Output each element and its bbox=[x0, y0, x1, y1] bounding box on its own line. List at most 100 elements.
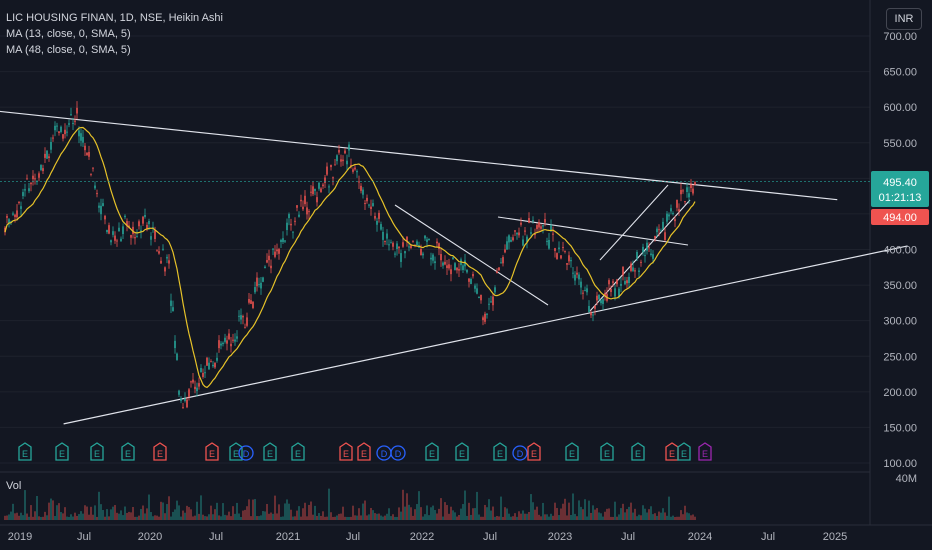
volume-bar bbox=[222, 503, 224, 520]
candle-body bbox=[290, 223, 292, 226]
volume-bar bbox=[488, 499, 490, 520]
candle-body bbox=[192, 379, 194, 383]
candle-body bbox=[162, 248, 164, 250]
candle-body bbox=[602, 299, 604, 304]
currency-button[interactable]: INR bbox=[886, 8, 922, 30]
candle-body bbox=[692, 188, 694, 194]
earnings-badge bbox=[600, 442, 614, 461]
volume-bar bbox=[642, 505, 644, 520]
volume-bar bbox=[198, 513, 200, 520]
price-tick-label: 700.00 bbox=[883, 31, 917, 43]
volume-bar bbox=[486, 507, 488, 520]
volume-bar bbox=[680, 510, 682, 520]
candle-body bbox=[56, 125, 58, 127]
volume-bar bbox=[252, 499, 254, 520]
ma-48-legend[interactable]: MA (48, close, 0, SMA, 5) bbox=[6, 44, 131, 56]
candle-body bbox=[140, 230, 142, 232]
dividend-marker: D bbox=[512, 445, 528, 461]
volume-bar bbox=[130, 512, 132, 520]
volume-bar bbox=[142, 505, 144, 520]
volume-bar bbox=[126, 512, 128, 520]
candle-body bbox=[132, 226, 134, 234]
candle-body bbox=[398, 246, 400, 249]
candle-body bbox=[194, 386, 196, 390]
candle-body bbox=[144, 214, 146, 217]
volume-bar bbox=[226, 515, 228, 520]
volume-bar bbox=[274, 495, 276, 520]
volume-bar bbox=[640, 515, 642, 520]
candle-body bbox=[478, 297, 480, 299]
candle-body bbox=[466, 269, 468, 273]
volume-bar bbox=[94, 505, 96, 520]
candle-body bbox=[396, 243, 398, 250]
candle-body bbox=[44, 153, 46, 158]
volume-bar bbox=[390, 516, 392, 520]
candle-body bbox=[320, 188, 322, 193]
earnings-marker: E bbox=[677, 442, 691, 461]
volume-bar bbox=[606, 508, 608, 520]
volume-bar bbox=[618, 514, 620, 520]
candle-body bbox=[220, 343, 222, 346]
chart-legend: LIC HOUSING FINAN, 1D, NSE, Heikin Ashi … bbox=[6, 10, 223, 58]
volume-bar bbox=[134, 516, 136, 520]
volume-bar bbox=[460, 508, 462, 520]
candle-body bbox=[66, 131, 68, 133]
candle-body bbox=[248, 299, 250, 303]
volume-bar bbox=[564, 498, 566, 520]
candle-body bbox=[610, 288, 612, 293]
candle-body bbox=[122, 226, 124, 235]
candle-body bbox=[514, 230, 516, 232]
dividend-letter: D bbox=[243, 449, 250, 459]
volume-bar bbox=[652, 514, 654, 520]
candle-body bbox=[150, 236, 152, 240]
volume-bar bbox=[154, 515, 156, 520]
volume-bar bbox=[566, 515, 568, 520]
volume-bar bbox=[138, 515, 140, 520]
volume-bar bbox=[70, 514, 72, 520]
price-axis[interactable]: 100.00 150.00 200.00 250.00 300.00 350.00 400.… bbox=[883, 31, 917, 470]
candle-body bbox=[468, 278, 470, 282]
grid bbox=[0, 0, 932, 526]
volume-bar bbox=[410, 507, 412, 520]
volume-bar bbox=[84, 505, 86, 520]
volume-bar bbox=[236, 502, 238, 520]
candle-body bbox=[352, 169, 354, 172]
candle-body bbox=[576, 272, 578, 275]
candle-body bbox=[286, 222, 288, 231]
candle-body bbox=[328, 186, 330, 188]
volume-legend[interactable]: Vol bbox=[6, 480, 22, 492]
volume-bar bbox=[374, 513, 376, 520]
volume-bar bbox=[376, 513, 378, 520]
price-tick-label: 650.00 bbox=[883, 67, 917, 79]
candle-body bbox=[448, 264, 450, 269]
candle-body bbox=[172, 307, 174, 312]
time-axis[interactable]: 2019 Jul 2020 Jul 2021 Jul 2022 Jul 2023 Jul 2024 J… bbox=[8, 531, 847, 543]
earnings-letter: E bbox=[233, 449, 239, 459]
price-tick-label: 300.00 bbox=[883, 316, 917, 328]
candle-body bbox=[326, 166, 328, 175]
candle-body bbox=[584, 290, 586, 292]
volume-bar bbox=[656, 515, 658, 520]
candle-body bbox=[558, 247, 560, 250]
candle-body bbox=[256, 277, 258, 287]
candle-body bbox=[242, 315, 244, 318]
volume-bar bbox=[334, 516, 336, 520]
earnings-badge bbox=[455, 442, 469, 461]
volume-bar bbox=[28, 516, 30, 520]
candle-body bbox=[470, 278, 472, 284]
volume-bar bbox=[82, 513, 84, 520]
candle-body bbox=[274, 251, 276, 257]
volume-bar bbox=[380, 515, 382, 520]
symbol-title[interactable]: LIC HOUSING FINAN, 1D, NSE, Heikin Ashi bbox=[6, 12, 223, 24]
ma-13-legend[interactable]: MA (13, close, 0, SMA, 5) bbox=[6, 28, 131, 40]
volume-bar bbox=[406, 493, 408, 520]
earnings-letter: E bbox=[569, 449, 575, 459]
candle-body bbox=[8, 219, 10, 224]
candle-body bbox=[374, 215, 376, 219]
volume-bar bbox=[440, 498, 442, 520]
volume-bar bbox=[684, 505, 686, 520]
volume-bar bbox=[124, 506, 126, 520]
candle-body bbox=[164, 267, 166, 272]
